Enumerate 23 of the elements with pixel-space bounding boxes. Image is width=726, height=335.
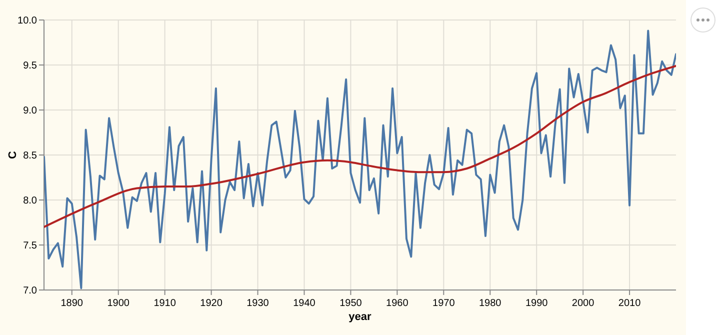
x-tick-label: 1990 [525,298,548,309]
line-series [44,64,676,228]
y-tick-label: 9.0 [23,106,38,116]
y-axis-title: C [7,150,19,159]
x-tick-label: 1890 [60,298,84,309]
x-tick-label: 1910 [154,298,176,309]
y-tick-label: 9.5 [23,60,38,72]
x-tick-label: 1970 [432,298,456,309]
y-tick-label: 7.5 [23,240,38,252]
x-tick-label: 1900 [107,298,130,309]
x-tick-label: 2000 [572,298,595,309]
x-tick-label: 2010 [618,298,642,309]
y-tick-label: 8.0 [23,196,38,206]
x-tick-label: 1950 [340,298,362,309]
x-tick-label: 1920 [200,298,223,309]
y-tick-label: 8.5 [23,150,38,162]
x-tick-label: 1980 [478,298,502,309]
x-tick-label: 1940 [293,298,316,309]
x-tick-label: 1930 [246,298,270,309]
y-tick-label: 10.0 [18,16,38,26]
x-tick-label: 1960 [386,298,409,309]
x-axis-title: year [348,311,372,323]
y-tick-label: 7.0 [23,286,38,296]
